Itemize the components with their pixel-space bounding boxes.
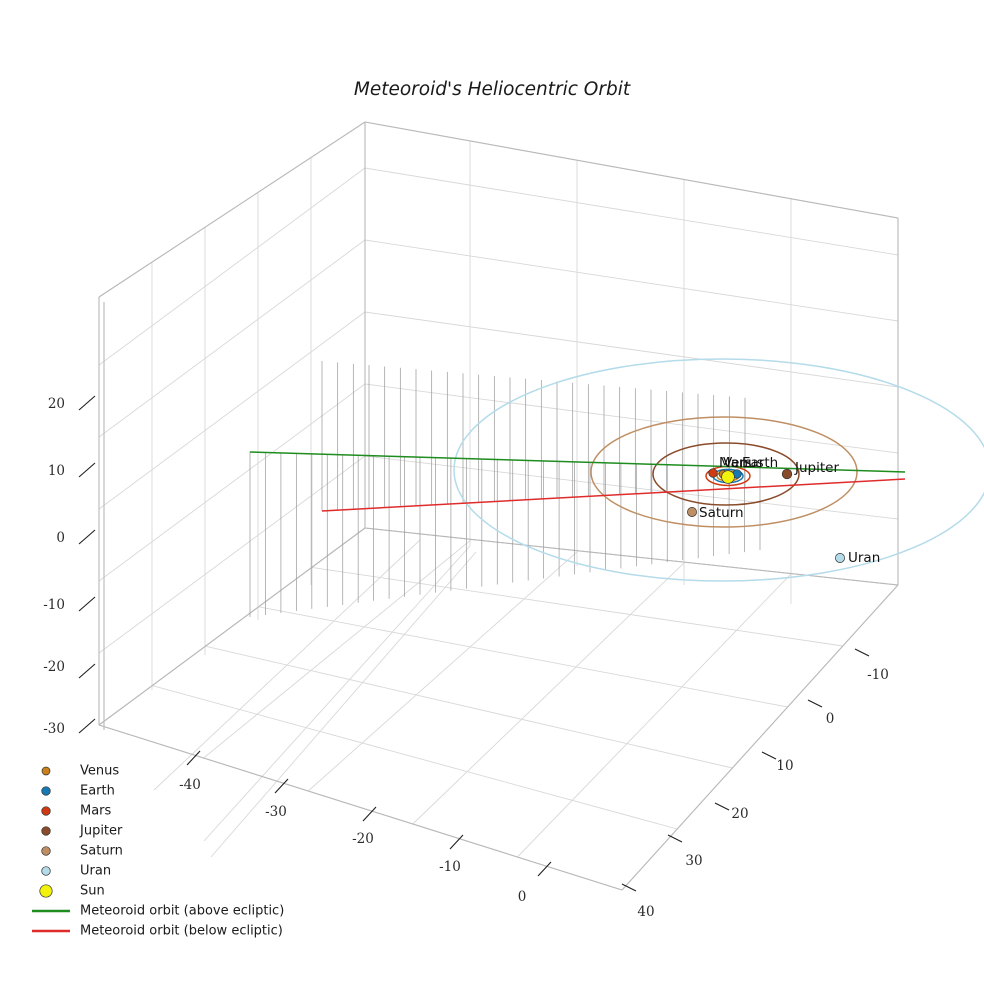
legend-circle-marker-icon-saturn bbox=[41, 846, 51, 856]
meteoroid-stem-lines bbox=[249, 361, 761, 617]
x-tick-label: -40 bbox=[179, 777, 201, 793]
orbit-ellipse-saturn bbox=[590, 416, 858, 528]
legend-label: Venus bbox=[80, 764, 119, 779]
legend-label: Earth bbox=[80, 784, 115, 799]
planet-marker-jupiter bbox=[781, 468, 793, 480]
legend-label: Saturn bbox=[80, 844, 123, 859]
legend-label: Sun bbox=[80, 884, 105, 899]
legend-circle-marker-icon-earth bbox=[41, 786, 51, 796]
z-axis-ticks: 20 10 0 -10 -20 -30 bbox=[43, 395, 96, 737]
pane-floor bbox=[98, 527, 899, 891]
planet-label-mars: Mars bbox=[719, 455, 752, 471]
grid-floor-lines bbox=[98, 527, 471, 842]
y-axis-spine bbox=[621, 584, 899, 891]
grid-back-right bbox=[364, 121, 899, 604]
z-tick-label: 10 bbox=[48, 463, 65, 479]
x-axis-ticks: -40 -30 -20 -10 0 bbox=[179, 750, 552, 905]
legend-label: Mars bbox=[80, 804, 112, 819]
legend-circle-marker-icon-venus bbox=[41, 766, 51, 776]
planet-label-venus: Venus bbox=[723, 455, 764, 471]
legend-label: Uran bbox=[80, 864, 111, 879]
pane-back-right bbox=[364, 121, 899, 586]
planet-marker-mars bbox=[708, 468, 718, 478]
planet-label-uran: Uran bbox=[848, 550, 880, 566]
axis-spines bbox=[98, 121, 899, 891]
y-tick-label: 40 bbox=[637, 904, 654, 920]
legend-label: Meteoroid orbit (below ecliptic) bbox=[80, 924, 283, 939]
meteoroid-orbit-above-ecliptic bbox=[249, 451, 906, 473]
planet-label-jupiter: Jupiter bbox=[794, 460, 839, 476]
planet-marker-saturn bbox=[687, 507, 697, 517]
legend-circle-marker-icon-mars bbox=[41, 806, 51, 816]
y-tick-label: -10 bbox=[867, 667, 889, 683]
meteoroid-orbit-below-ecliptic bbox=[321, 478, 906, 512]
planet-label-earth: Earth bbox=[742, 455, 778, 471]
y-tick-label: 0 bbox=[826, 711, 835, 727]
page-title: Meteoroid's Heliocentric Orbit bbox=[354, 79, 631, 100]
z-tick-label: -20 bbox=[43, 659, 65, 675]
legend-circle-marker-icon-jupiter bbox=[41, 826, 51, 836]
orbit-ellipse-jupiter bbox=[652, 442, 800, 506]
z-tick-label: 0 bbox=[56, 530, 65, 546]
x-tick-label: 0 bbox=[518, 889, 527, 905]
pane-back-left bbox=[98, 121, 366, 726]
z-tick-label: -10 bbox=[43, 597, 65, 613]
planet-label-saturn: Saturn bbox=[699, 505, 744, 521]
y-tick-label: 20 bbox=[731, 806, 748, 822]
planet-marker-sun bbox=[721, 470, 735, 484]
x-tick-label: -30 bbox=[265, 804, 287, 820]
x-tick-label: -10 bbox=[439, 859, 461, 875]
legend-label: Jupiter bbox=[79, 824, 123, 839]
planet-marker-uran bbox=[835, 553, 845, 563]
legend-circle-marker-icon-uran bbox=[41, 866, 51, 876]
legend-label: Meteoroid orbit (above ecliptic) bbox=[80, 904, 284, 919]
y-tick-label: 10 bbox=[776, 758, 793, 774]
y-axis-ticks: -10 0 10 20 30 40 bbox=[621, 648, 889, 920]
z-tick-label: 20 bbox=[48, 396, 65, 412]
axes-panes bbox=[98, 121, 899, 891]
x-tick-label: -20 bbox=[352, 831, 374, 847]
meteoroid-orbit-lines bbox=[249, 451, 906, 512]
z-tick-label: -30 bbox=[43, 721, 65, 737]
x-axis-spine bbox=[98, 724, 623, 891]
grid-floor-parametric bbox=[98, 527, 899, 891]
legend-sun-marker-icon-sun bbox=[39, 884, 53, 898]
orbit-ellipse-uran bbox=[453, 358, 984, 582]
grid-back-left bbox=[98, 121, 366, 726]
y-tick-label: 30 bbox=[685, 853, 702, 869]
legend: Venus Earth Mars Jupiter Saturn Uran Sun Meteor… bbox=[32, 764, 284, 939]
